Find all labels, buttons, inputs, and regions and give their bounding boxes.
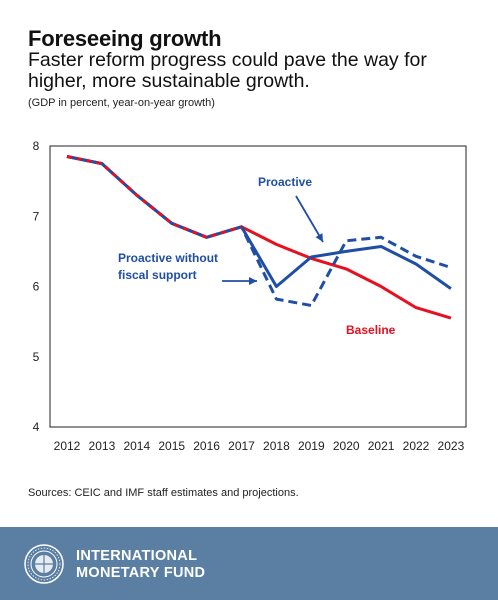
x-tick-label: 2018 bbox=[263, 439, 290, 453]
x-tick-label: 2021 bbox=[368, 439, 395, 453]
chart-title: Foreseeing growth bbox=[28, 26, 222, 51]
arrow-proactive-head bbox=[315, 233, 323, 242]
footer-bar: INTERNATIONAL MONETARY FUND bbox=[0, 527, 498, 600]
chart-subtitle: Faster reform progress could pave the wa… bbox=[28, 49, 427, 92]
annotation-no-fiscal-line2: fiscal support bbox=[118, 268, 197, 282]
arrow-no-fiscal-head bbox=[249, 277, 257, 285]
y-tick-label: 8 bbox=[33, 139, 40, 153]
arrow-proactive bbox=[295, 195, 324, 243]
annotation-no-fiscal-line1: Proactive without bbox=[118, 251, 218, 265]
x-tick-label: 2022 bbox=[403, 439, 430, 453]
x-tick-label: 2023 bbox=[438, 439, 465, 453]
x-tick-label: 2017 bbox=[228, 439, 255, 453]
annotation-baseline: Baseline bbox=[346, 323, 396, 337]
org-name: INTERNATIONAL MONETARY FUND bbox=[76, 548, 205, 582]
x-tick-label: 2014 bbox=[123, 439, 150, 453]
annotations: Proactive Proactive without fiscal support… bbox=[118, 175, 396, 337]
x-tick-label: 2016 bbox=[193, 439, 220, 453]
y-tick-label: 6 bbox=[33, 280, 40, 294]
org-name-line2: MONETARY FUND bbox=[76, 565, 206, 581]
imf-seal-icon bbox=[24, 544, 64, 584]
y-axis: 4 5 6 7 8 bbox=[33, 139, 40, 434]
shared-history-overlay bbox=[66, 155, 242, 239]
org-name-line1: INTERNATIONAL bbox=[76, 548, 198, 564]
y-tick-label: 4 bbox=[33, 420, 40, 434]
y-tick-label: 7 bbox=[33, 209, 40, 223]
x-tick-label: 2019 bbox=[298, 439, 325, 453]
units-note: (GDP in percent, year-on-year growth) bbox=[28, 97, 215, 109]
x-tick-label: 2012 bbox=[54, 439, 81, 453]
y-tick-label: 5 bbox=[33, 350, 40, 364]
series-lines bbox=[66, 155, 452, 320]
x-tick-label: 2013 bbox=[89, 439, 116, 453]
x-axis: 2012 2013 2014 2015 2016 2017 2018 2019 2020 2021… bbox=[54, 439, 465, 453]
source-note: Sources: CEIC and IMF staff estimates an… bbox=[28, 487, 299, 499]
x-tick-label: 2020 bbox=[333, 439, 360, 453]
annotation-proactive: Proactive bbox=[258, 175, 312, 189]
x-tick-label: 2015 bbox=[158, 439, 185, 453]
plot-frame bbox=[49, 145, 467, 428]
